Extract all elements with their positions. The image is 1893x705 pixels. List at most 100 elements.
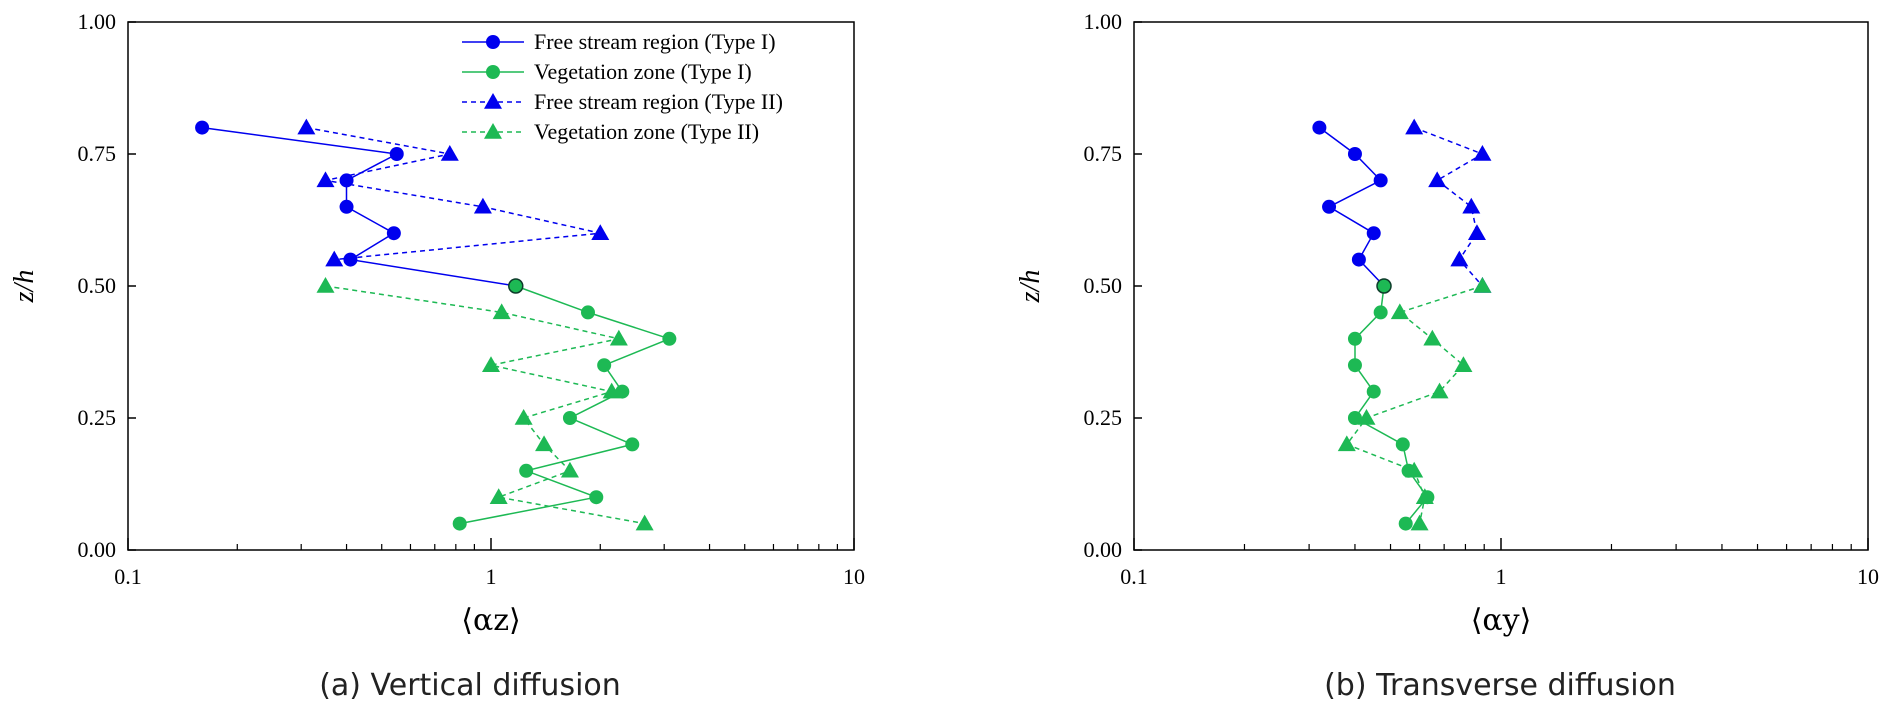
data-point [1467,224,1486,240]
legend: Free stream region (Type I) Vegetation zo… [462,29,783,144]
data-point [1312,120,1327,135]
series-line [1345,285,1483,524]
x-tick-label: 10 [843,564,865,589]
series-line [325,285,645,525]
y-tick-label: 0.00 [1084,537,1123,562]
data-point [316,171,335,188]
interface-point [508,278,524,294]
data-point [195,120,210,135]
data-point [560,461,579,478]
data-point [1405,118,1424,135]
data-point [1398,516,1413,531]
series-2 [297,118,610,267]
data-point [1450,250,1469,267]
legend-marker [484,93,502,109]
y-axis-label: z/h [9,270,40,304]
data-point [602,382,621,399]
data-point [1473,277,1492,293]
data-point [1337,435,1356,452]
data-point [1373,173,1388,188]
legend-label: Vegetation zone (Type I) [534,59,752,84]
data-point [1428,171,1447,188]
legend-marker [484,123,502,139]
y-axis-label: z/h [1015,270,1046,304]
data-point [316,277,335,293]
series-line [201,126,516,287]
y-tick-label: 0.75 [1084,141,1123,166]
data-point [1351,252,1366,267]
data-point [1405,461,1424,478]
data-point [589,490,604,505]
data-point [1347,147,1362,161]
data-point [535,435,554,452]
data-point [1347,331,1362,346]
data-point [1410,514,1429,531]
data-point [489,488,508,504]
data-point [1462,197,1481,214]
x-tick-label: 1 [486,564,497,589]
y-tick-label: 0.50 [1084,273,1123,298]
data-point [297,118,316,135]
x-tick-label: 0.1 [114,564,142,589]
data-point [597,358,612,373]
data-point [1390,303,1409,320]
series-3 [316,277,654,531]
series-0 [195,120,523,293]
data-point [519,463,534,478]
panel-caption: (b) Transverse diffusion [1324,668,1676,703]
series-0 [1312,120,1392,293]
y-tick-label: 0.50 [78,273,117,298]
data-point [1366,226,1381,241]
y-tick-label: 0.25 [78,405,117,430]
data-point [1430,382,1449,399]
data-point [440,145,459,161]
legend-label: Free stream region (Type I) [534,29,776,54]
data-point [562,411,577,425]
panel-transverse-diffusion: 0.00 0.25 0.50 0.75 1.00 0.1 1 10 ⟨αy⟩ z/h (b) Tra… [1015,9,1879,703]
x-axis-label: ⟨αz⟩ [461,603,520,638]
data-point [452,516,467,531]
data-point [339,199,354,214]
data-point [482,356,500,372]
data-point [591,224,610,240]
series-1 [1347,279,1435,531]
data-point [386,226,401,241]
data-point [1415,488,1434,504]
data-point [635,514,654,531]
data-point [343,252,358,267]
interface-point [1376,278,1392,294]
data-point [609,329,628,346]
data-point [325,250,344,267]
data-point [1366,384,1381,399]
y-tick-label: 0.25 [1084,405,1123,430]
x-tick-label: 10 [1857,564,1879,589]
data-point [473,197,492,214]
data-point [1373,305,1388,320]
series-line [306,126,601,261]
data-point [580,305,595,320]
data-point [1347,358,1362,373]
legend-label: Free stream region (Type II) [534,89,783,114]
x-tick-label: 1 [1496,564,1507,589]
legend-label: Vegetation zone (Type II) [534,119,759,144]
x-axis-label: ⟨αy⟩ [1471,603,1532,638]
plot-frame [1133,21,1869,551]
data-point [1423,329,1442,346]
series-line [1353,285,1429,525]
series-3 [1337,277,1492,531]
data-point [1357,409,1376,425]
x-tick-label: 0.1 [1120,564,1148,589]
legend-marker [486,65,500,79]
y-tick-label: 0.75 [78,141,117,166]
legend-marker [486,35,500,49]
data-point [514,409,533,425]
data-point [492,303,511,320]
y-tick-label: 1.00 [1084,9,1123,34]
data-point [389,147,404,161]
data-point [1395,437,1410,452]
data-point [625,437,640,452]
series-2 [1405,118,1492,293]
y-tick-label: 1.00 [78,9,117,34]
data-point [1473,145,1492,161]
